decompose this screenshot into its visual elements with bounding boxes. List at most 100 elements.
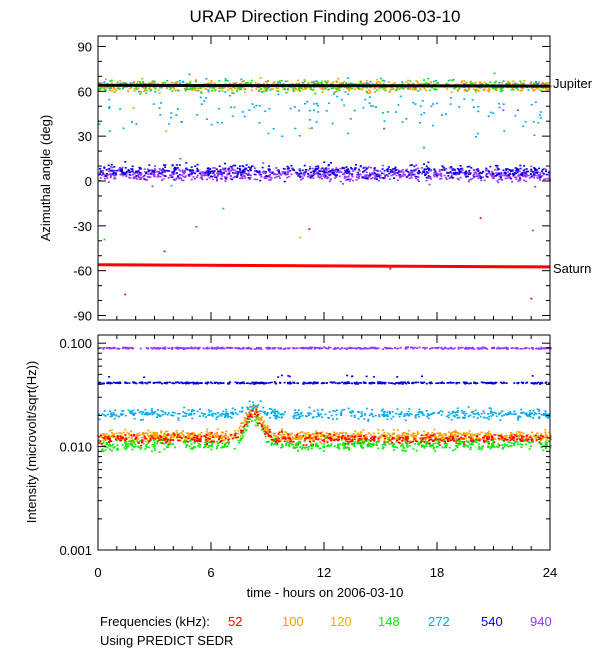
azimuth-point — [128, 87, 131, 90]
intensity-point — [269, 381, 272, 384]
azimuth-point — [423, 88, 426, 90]
azimuth-point — [461, 169, 464, 171]
azimuth-point — [249, 82, 252, 84]
azimuth-point — [435, 88, 438, 91]
intensity-point — [397, 413, 400, 416]
azimuth-point — [218, 86, 221, 89]
azimuth-point — [429, 89, 432, 92]
azimuth-point — [286, 176, 289, 179]
azimuth-point — [474, 81, 477, 84]
azimuth-point — [406, 175, 409, 177]
azimuth-point — [368, 102, 371, 104]
azimuth-point — [533, 177, 536, 179]
intensity-point — [439, 382, 442, 384]
azimuth-point — [238, 165, 241, 167]
azimuth-point — [437, 82, 439, 84]
intensity-point — [230, 411, 233, 414]
azimuth-point — [483, 179, 486, 182]
azimuth-point — [98, 123, 101, 125]
azimuth-point — [483, 89, 486, 92]
azimuth-point — [328, 170, 331, 172]
intensity-point — [299, 413, 302, 415]
intensity-point — [146, 411, 149, 414]
intensity-point — [525, 347, 528, 349]
intensity-point — [483, 412, 486, 414]
azimuth-point — [267, 174, 270, 177]
azimuth-point — [415, 80, 418, 82]
azimuth-point — [428, 169, 430, 171]
intensity-point — [467, 347, 470, 349]
azimuth-point — [244, 82, 247, 84]
azimuth-point — [186, 88, 189, 90]
azimuth-point — [479, 87, 482, 89]
azimuth-point — [426, 177, 429, 179]
azimuth-point — [484, 87, 487, 89]
azimuth-point — [266, 83, 269, 85]
intensity-point — [183, 435, 186, 438]
azimuth-point — [315, 80, 318, 82]
intensity-point — [382, 410, 385, 413]
azimuth-point — [514, 176, 517, 179]
intensity-point — [374, 414, 377, 417]
azimuth-point — [386, 168, 389, 171]
azimuth-point — [161, 171, 164, 174]
azimuth-point — [455, 173, 458, 176]
intensity-point — [351, 437, 354, 439]
intensity-point — [177, 417, 180, 419]
intensity-point — [244, 412, 247, 414]
intensity-point — [323, 382, 326, 384]
intensity-point — [313, 347, 316, 349]
azimuth-point — [469, 81, 472, 83]
intensity-point — [160, 382, 163, 385]
azimuth-point — [284, 172, 286, 175]
azimuth-point — [496, 179, 499, 182]
azimuth-point — [219, 169, 222, 171]
intensity-point — [531, 412, 534, 414]
azimuth-tick-label: -60 — [73, 264, 92, 279]
azimuth-point — [110, 163, 113, 166]
intensity-point — [187, 409, 190, 411]
azimuth-point — [536, 177, 539, 179]
intensity-point — [354, 382, 357, 385]
intensity-point — [341, 409, 344, 411]
intensity-point — [406, 346, 409, 349]
azimuth-point — [527, 89, 530, 91]
azimuth-point — [295, 171, 298, 174]
azimuth-point — [329, 171, 332, 174]
intensity-point — [344, 347, 346, 350]
intensity-point — [205, 430, 208, 433]
azimuth-point — [109, 89, 111, 92]
intensity-point — [288, 375, 291, 378]
azimuth-point — [544, 178, 547, 180]
azimuth-point — [143, 90, 146, 92]
azimuth-point — [548, 88, 551, 90]
azimuth-point — [267, 132, 270, 135]
azimuth-point — [361, 176, 364, 179]
intensity-point — [101, 413, 104, 416]
intensity-point — [155, 437, 158, 439]
azimuth-point — [399, 170, 401, 173]
azimuth-point — [149, 82, 152, 85]
intensity-point — [435, 382, 438, 385]
intensity-point — [115, 432, 118, 435]
intensity-point — [430, 381, 432, 384]
azimuth-point — [211, 178, 214, 181]
azimuth-point — [353, 109, 356, 112]
intensity-point — [217, 382, 220, 385]
azimuth-point — [476, 168, 479, 170]
intensity-point — [426, 415, 429, 418]
intensity-point — [388, 382, 391, 384]
intensity-point — [251, 413, 254, 416]
azimuth-point — [243, 91, 246, 94]
intensity-point — [537, 381, 540, 384]
azimuth-point — [319, 173, 322, 176]
intensity-point — [433, 412, 436, 414]
intensity-point — [498, 348, 501, 350]
azimuth-point — [489, 165, 492, 168]
azimuth-point — [98, 86, 101, 88]
intensity-point — [296, 411, 299, 414]
intensity-point — [456, 431, 459, 434]
azimuth-point — [515, 176, 518, 179]
azimuth-point — [263, 177, 266, 179]
azimuth-point — [128, 176, 131, 179]
